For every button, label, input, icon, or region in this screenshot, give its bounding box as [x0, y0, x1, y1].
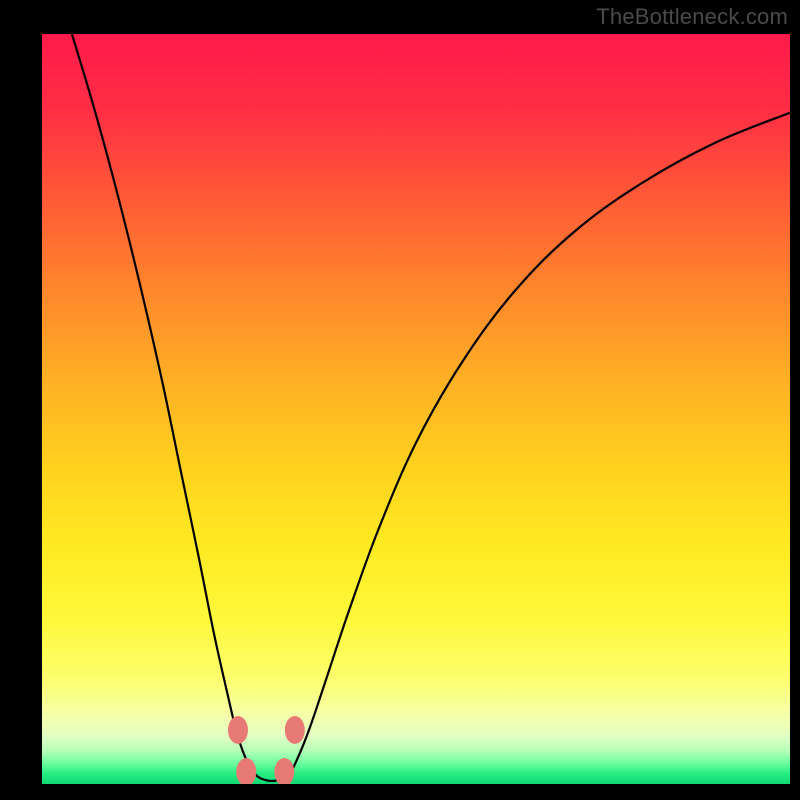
gradient-background — [42, 34, 790, 784]
watermark-text: TheBottleneck.com — [596, 4, 788, 30]
chart-wrapper: TheBottleneck.com — [0, 0, 800, 800]
plot-area — [42, 34, 790, 784]
